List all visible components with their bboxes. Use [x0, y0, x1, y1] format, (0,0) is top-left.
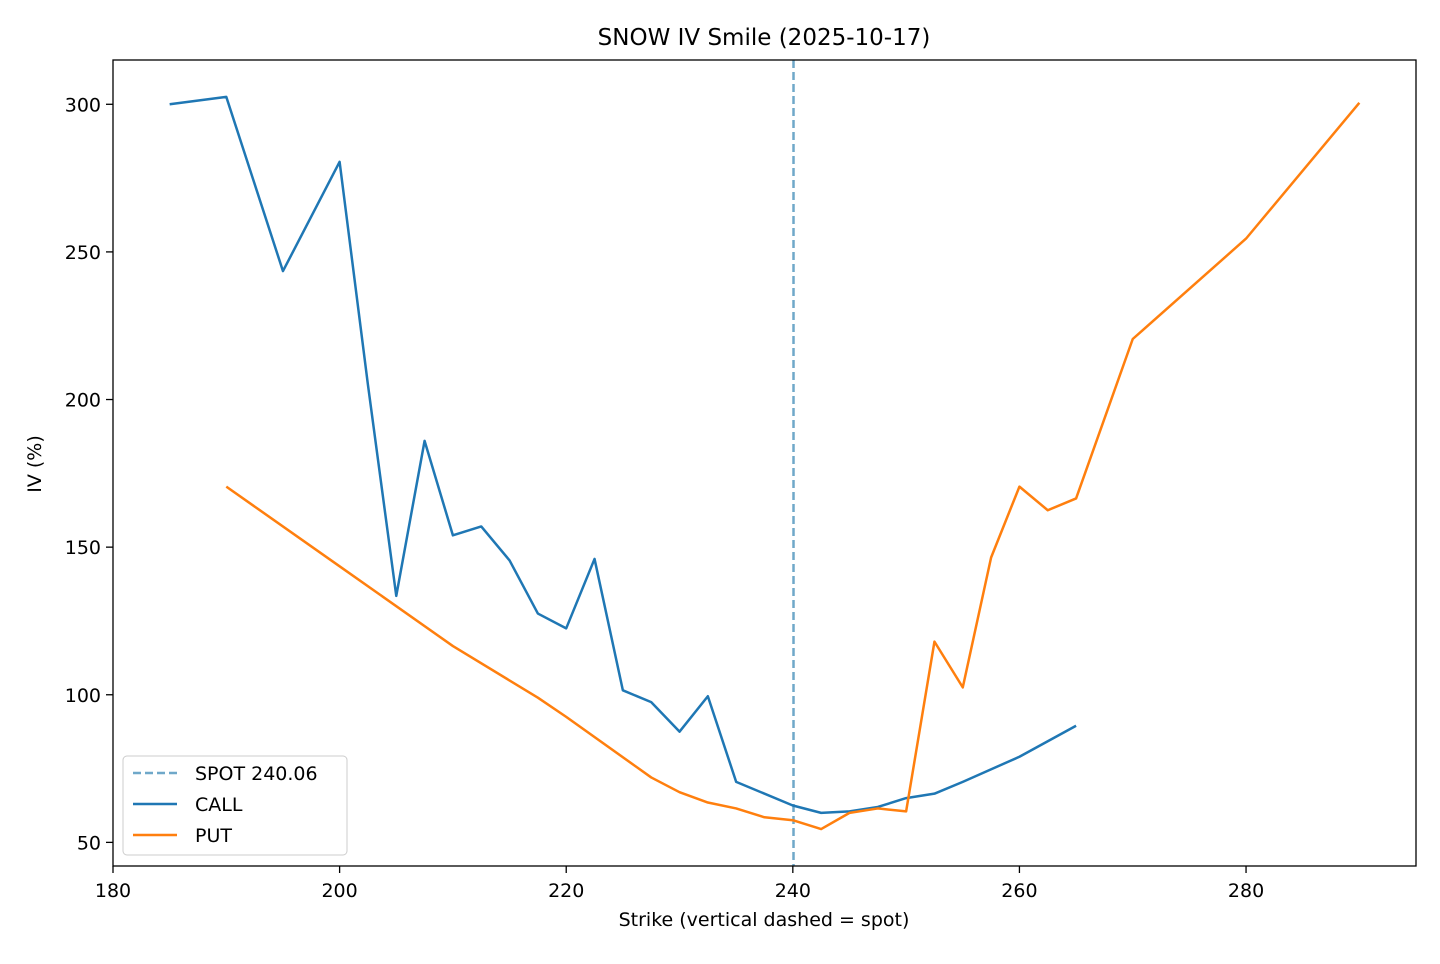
x-tick-label: 240 [775, 880, 811, 902]
legend-box [122, 755, 348, 856]
legend: SPOT 240.06 CALL PUT [122, 755, 348, 856]
y-axis-label: IV (%) [24, 435, 46, 493]
series-layer [169, 95, 1361, 831]
series-line-put [225, 102, 1361, 831]
y-tick-label: 100 [65, 685, 101, 707]
legend-spot-label: SPOT 240.06 [195, 763, 318, 785]
chart-title: SNOW IV Smile (2025-10-17) [598, 25, 931, 51]
y-tick-label: 150 [65, 537, 101, 559]
legend-put-label: PUT [195, 825, 232, 847]
x-tick-label: 200 [321, 880, 357, 902]
y-tick-label: 200 [65, 390, 101, 412]
axes-layer: 180 200 220 240 260 280 50 100 150 200 250 300 [65, 59, 1417, 902]
x-tick-label: 220 [548, 880, 584, 902]
series-line-call [169, 95, 1077, 815]
plot-frame [112, 59, 1417, 867]
x-tick-label: 260 [1001, 880, 1037, 902]
y-tick-label: 300 [65, 94, 101, 116]
y-tick-label: 250 [65, 242, 101, 264]
x-tick-label: 180 [95, 880, 131, 902]
y-tick-label: 50 [77, 832, 101, 854]
x-tick-label: 280 [1228, 880, 1264, 902]
x-axis-label: Strike (vertical dashed = spot) [619, 909, 910, 931]
legend-call-label: CALL [195, 794, 243, 816]
